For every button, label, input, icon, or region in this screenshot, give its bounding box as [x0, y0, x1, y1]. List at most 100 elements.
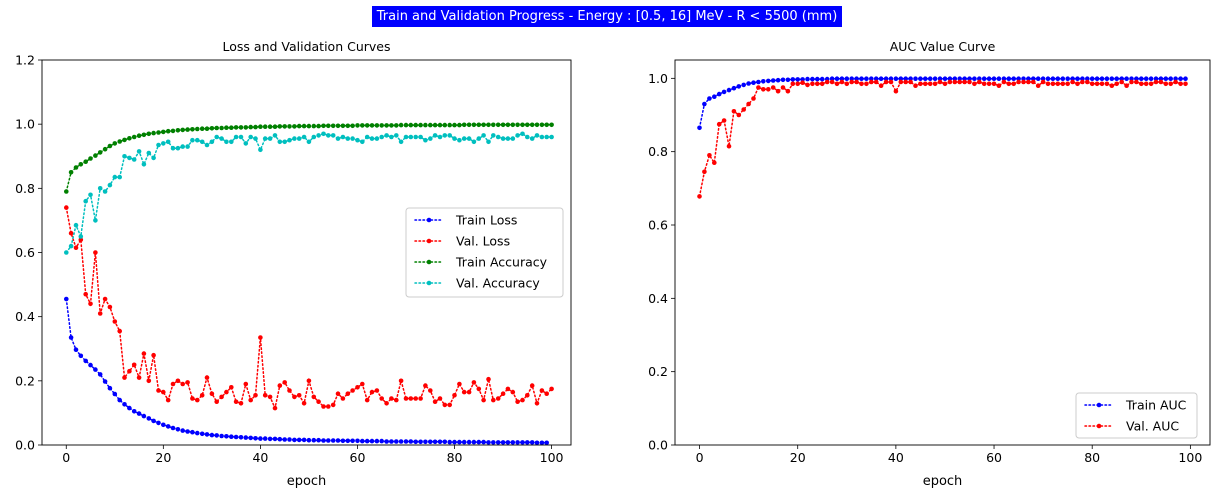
data-point [185, 429, 190, 434]
data-point [267, 394, 273, 400]
data-point [1148, 81, 1154, 87]
data-point [141, 351, 147, 356]
series-train-loss [64, 296, 549, 446]
data-point [1129, 76, 1134, 81]
plot-frame [41, 59, 572, 446]
data-point [937, 76, 943, 81]
data-point [340, 438, 346, 444]
data-point [1050, 76, 1056, 81]
data-point [986, 76, 992, 81]
data-point [495, 122, 501, 128]
data-point [248, 397, 253, 403]
data-point [908, 76, 913, 81]
data-point [864, 76, 869, 81]
data-point [913, 76, 918, 81]
data-point [287, 124, 292, 129]
data-point [219, 433, 224, 439]
data-point [947, 79, 953, 85]
data-point [224, 125, 229, 130]
data-point [272, 405, 278, 411]
data-point [102, 146, 108, 152]
data-point [712, 160, 717, 165]
data-point [898, 76, 904, 81]
data-point [321, 123, 326, 129]
figure-suptitle: Train and Validation Progress - Energy :… [0, 5, 1214, 27]
data-point [408, 439, 414, 444]
data-point [321, 131, 326, 137]
data-point [127, 155, 132, 161]
data-point [389, 439, 394, 444]
data-point [549, 122, 554, 128]
data-point [505, 122, 511, 128]
data-point [1183, 81, 1188, 87]
data-point [721, 89, 727, 95]
data-point [161, 422, 166, 428]
data-point [873, 79, 879, 85]
legend-swatch-marker [1096, 402, 1102, 408]
data-point [117, 328, 122, 334]
data-point [539, 134, 545, 140]
data-point [272, 124, 278, 129]
data-point [903, 76, 908, 81]
data-point [1035, 76, 1041, 81]
data-point [1080, 76, 1085, 81]
data-point [1016, 76, 1021, 81]
data-point [471, 439, 477, 445]
data-point [190, 396, 195, 401]
data-point [957, 79, 962, 85]
data-point [68, 335, 74, 340]
data-point [702, 101, 707, 107]
data-point [476, 386, 482, 392]
data-point [785, 88, 791, 94]
data-point [180, 428, 185, 433]
data-point [238, 435, 244, 440]
x-tick-label: 20 [155, 450, 171, 465]
data-point [335, 136, 341, 141]
data-point [214, 125, 219, 131]
data-point [751, 96, 756, 101]
data-point [869, 79, 874, 85]
data-point [1021, 79, 1026, 85]
legend-swatch-marker [426, 238, 432, 244]
data-point [981, 76, 987, 81]
data-point [97, 372, 103, 377]
data-point [437, 396, 443, 401]
data-point [306, 139, 312, 145]
legend: Train Loss Val. Loss Train Accuracy Val. Ac… [405, 207, 564, 298]
data-point [408, 134, 414, 140]
data-point [697, 194, 702, 199]
data-point [350, 388, 355, 393]
data-point [1104, 81, 1110, 87]
data-point [136, 133, 142, 138]
data-point [170, 425, 176, 431]
data-point [156, 130, 161, 135]
data-point [287, 437, 292, 442]
data-point [442, 122, 448, 128]
data-point [795, 77, 800, 82]
data-point [175, 145, 181, 151]
data-point [947, 76, 953, 81]
data-point [277, 383, 283, 388]
data-point [398, 378, 404, 384]
data-point [93, 250, 98, 255]
data-point [775, 88, 781, 94]
data-point [384, 133, 389, 138]
x-tick-label: 40 [252, 450, 268, 465]
data-point [716, 121, 722, 127]
data-point [122, 137, 127, 143]
data-point [534, 122, 540, 128]
data-point [457, 137, 462, 143]
data-point [476, 122, 482, 128]
data-point [529, 383, 535, 388]
x-tick-label: 0 [696, 450, 704, 465]
data-point [340, 123, 346, 129]
data-point [1168, 81, 1173, 87]
data-point [486, 122, 491, 128]
data-point [937, 79, 943, 85]
data-point [330, 123, 336, 129]
data-point [520, 397, 525, 403]
data-point [495, 440, 501, 445]
data-point [1089, 76, 1095, 81]
data-point [195, 397, 200, 403]
